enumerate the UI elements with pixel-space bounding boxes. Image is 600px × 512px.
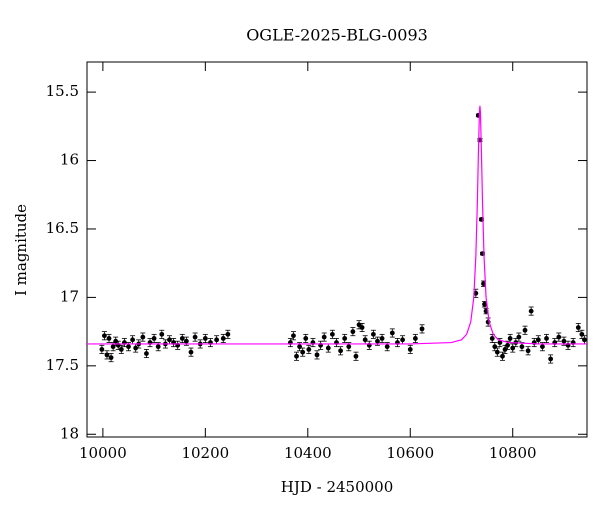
data-point: [528, 308, 534, 314]
data-point: [548, 356, 554, 362]
data-point: [108, 355, 114, 361]
data-point: [99, 347, 105, 352]
data-point: [379, 336, 385, 341]
data-point: [183, 338, 189, 344]
data-point: [300, 349, 306, 355]
y-axis-label: I magnitude: [12, 204, 30, 296]
data-point: [481, 281, 486, 287]
y-tick-label: 18: [60, 424, 79, 442]
data-point: [314, 352, 320, 358]
data-point: [500, 353, 505, 359]
data-point: [102, 333, 107, 339]
data-point: [144, 351, 149, 356]
y-tick-label: 15.5: [46, 82, 79, 100]
data-point: [400, 337, 405, 343]
data-point: [325, 345, 331, 351]
data-point: [192, 334, 198, 340]
x-tick-label: 10400: [284, 444, 332, 462]
data-point: [104, 352, 110, 358]
data-point: [350, 329, 356, 335]
y-tick-label: 16: [60, 151, 79, 169]
data-point: [294, 353, 299, 359]
data-point: [342, 336, 348, 341]
data-point: [384, 344, 390, 350]
data-point: [389, 330, 395, 336]
data-point: [494, 349, 500, 355]
data-point: [519, 344, 525, 350]
data-point: [419, 326, 425, 332]
data-point: [225, 331, 231, 337]
data-point: [362, 337, 368, 343]
data-point: [561, 338, 567, 344]
data-point: [338, 348, 343, 354]
data-point: [220, 336, 226, 341]
data-point: [370, 331, 376, 337]
data-point: [505, 342, 510, 348]
data-point: [179, 336, 185, 341]
model-curve: [87, 105, 587, 345]
y-tick-label: 17: [60, 287, 79, 305]
data-point: [516, 334, 522, 340]
data-point: [291, 333, 296, 339]
chart-title: OGLE-2025-BLG-0093: [246, 26, 428, 45]
data-point: [375, 338, 380, 344]
data-point: [155, 344, 161, 350]
data-point: [359, 325, 365, 330]
x-tick-label: 10000: [79, 444, 127, 462]
data-point: [126, 344, 131, 350]
data-point: [407, 347, 413, 352]
data-point: [167, 337, 172, 343]
data-point: [502, 347, 508, 352]
y-tick-label: 17.5: [46, 356, 79, 374]
data-point: [482, 301, 487, 307]
data-point: [329, 331, 335, 337]
data-point: [140, 334, 146, 340]
data-point: [556, 334, 562, 340]
data-point: [106, 336, 112, 341]
data-point: [575, 325, 581, 330]
data-point: [214, 337, 220, 343]
data-point: [497, 340, 503, 345]
data-point: [535, 337, 541, 343]
data-point: [522, 327, 528, 333]
data-point: [353, 353, 359, 359]
data-point: [188, 349, 194, 355]
data-point: [525, 348, 531, 354]
data-point: [582, 337, 587, 343]
data-point: [489, 336, 495, 341]
data-point: [303, 336, 309, 341]
x-tick-label: 10200: [181, 444, 229, 462]
data-point: [540, 344, 545, 350]
data-point: [113, 338, 119, 344]
data-point: [321, 334, 327, 340]
y-tick-label: 16.5: [46, 219, 79, 237]
x-axis-label: HJD - 2450000: [281, 478, 394, 496]
data-point: [507, 336, 513, 341]
data-point: [202, 336, 208, 341]
data-point: [544, 336, 549, 341]
x-tick-label: 10800: [489, 444, 537, 462]
data-point: [306, 347, 312, 352]
x-tick-label: 10600: [386, 444, 434, 462]
data-point: [133, 345, 139, 351]
data-point: [346, 344, 352, 350]
plot-frame: [86, 61, 588, 438]
data-point: [151, 336, 157, 341]
data-point: [412, 336, 418, 341]
data-point: [130, 337, 135, 343]
data-point: [159, 331, 165, 337]
data-point: [118, 347, 124, 352]
